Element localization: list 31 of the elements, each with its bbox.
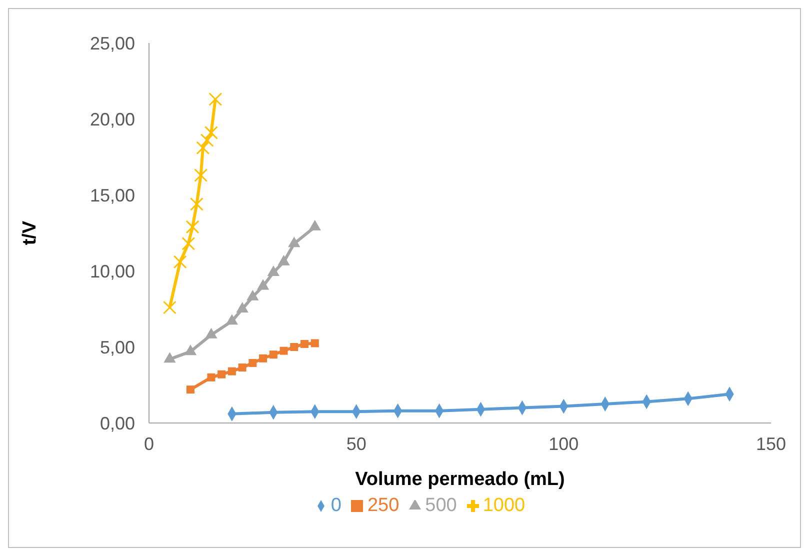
point (248, 358, 257, 367)
point (186, 386, 194, 394)
point (300, 340, 308, 348)
x-axis-title: Volume permeado (mL) (355, 469, 565, 490)
point (184, 344, 197, 356)
point (267, 266, 280, 276)
x-tick-label: 50 (346, 434, 366, 454)
legend-label: 500 (425, 495, 457, 516)
legend-label: 1000 (482, 495, 526, 516)
point (259, 354, 268, 362)
point (238, 364, 246, 372)
point (290, 343, 298, 351)
point (288, 236, 300, 248)
x-tick-label: 100 (548, 434, 579, 454)
x-tick-label: 0 (144, 434, 154, 454)
legend-label: 250 (367, 495, 400, 516)
y-axis-title: t/V (20, 220, 41, 246)
point (207, 373, 216, 382)
point (310, 339, 319, 348)
y-tick-label: 15,00 (90, 185, 135, 206)
point (228, 367, 236, 376)
point (269, 350, 278, 359)
y-tick-label: 0,00 (100, 413, 135, 434)
y-tick-label: 20,00 (90, 109, 135, 130)
y-tick-label: 10,00 (90, 261, 135, 282)
legend-label: 0 (330, 495, 342, 516)
point (218, 370, 226, 378)
y-tick-label: 25,00 (90, 33, 135, 54)
point (280, 346, 288, 355)
y-tick-label: 5,00 (100, 337, 135, 358)
x-tick-label: 150 (756, 434, 786, 454)
